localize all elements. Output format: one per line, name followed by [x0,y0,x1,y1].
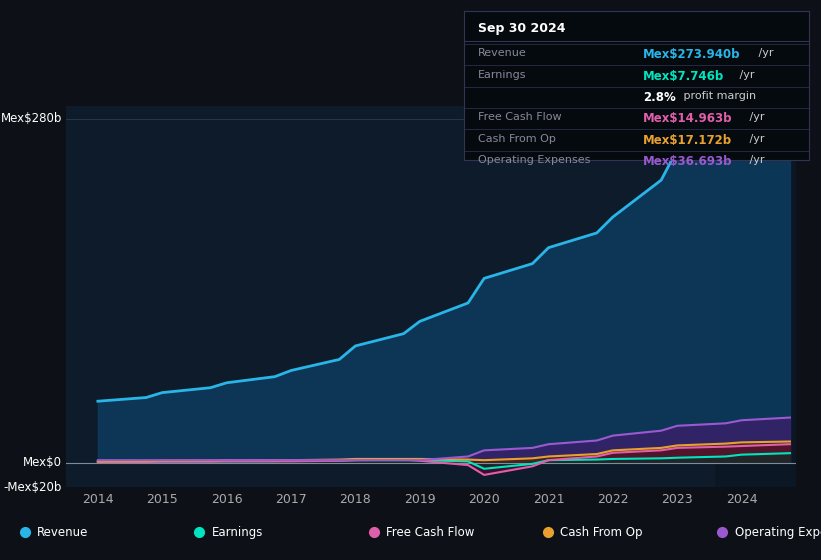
Text: 2.8%: 2.8% [643,91,676,104]
Text: Revenue: Revenue [37,526,89,539]
Text: /yr: /yr [745,134,764,144]
Text: /yr: /yr [736,69,754,80]
Text: Earnings: Earnings [478,69,526,80]
Text: Operating Expenses: Operating Expenses [478,155,590,165]
Text: Mex$280b: Mex$280b [1,112,62,125]
Text: Cash From Op: Cash From Op [561,526,643,539]
Bar [716,106,796,487]
Text: Revenue: Revenue [478,48,526,58]
Text: /yr: /yr [745,113,764,123]
Text: -Mex$20b: -Mex$20b [3,480,62,494]
Text: Operating Expenses: Operating Expenses [735,526,821,539]
Text: Cash From Op: Cash From Op [478,134,556,144]
Text: profit margin: profit margin [681,91,756,101]
Text: Earnings: Earnings [212,526,263,539]
Text: Mex$14.963b: Mex$14.963b [643,113,732,125]
Text: Mex$7.746b: Mex$7.746b [643,69,724,83]
Text: Free Cash Flow: Free Cash Flow [386,526,475,539]
Text: Free Cash Flow: Free Cash Flow [478,113,562,123]
Text: Mex$17.172b: Mex$17.172b [643,134,732,147]
Text: Mex$0: Mex$0 [23,456,62,469]
Text: Mex$273.940b: Mex$273.940b [643,48,741,61]
Text: Mex$36.693b: Mex$36.693b [643,155,732,168]
Text: /yr: /yr [745,155,764,165]
Text: Sep 30 2024: Sep 30 2024 [478,22,565,35]
Text: /yr: /yr [754,48,773,58]
